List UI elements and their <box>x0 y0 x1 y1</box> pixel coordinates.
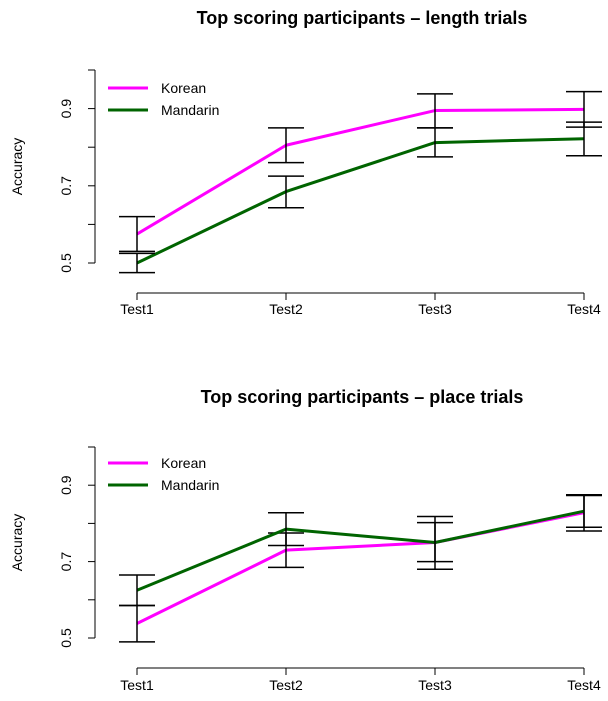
legend-label: Korean <box>161 455 206 471</box>
y-tick-label: 0.9 <box>58 99 74 119</box>
chart-title: Top scoring participants – place trials <box>201 387 524 407</box>
x-tick-label: Test1 <box>120 677 154 693</box>
x-tick-label: Test2 <box>269 301 303 317</box>
chart-panel-2: Top scoring participants – place trials 0… <box>9 387 602 693</box>
y-tick-label: 0.5 <box>58 253 74 273</box>
y-tick-label: 0.5 <box>58 628 74 648</box>
y-tick-label: 0.9 <box>58 475 74 495</box>
error-bar <box>566 494 602 528</box>
legend: Korean Mandarin <box>108 80 219 118</box>
legend-label: Mandarin <box>161 477 219 493</box>
series-line-korean <box>136 511 585 625</box>
legend-label: Mandarin <box>161 102 219 118</box>
x-tick-label: Test4 <box>567 301 601 317</box>
chart-title: Top scoring participants – length trials <box>197 8 528 28</box>
series-line-mandarin <box>136 509 585 592</box>
x-tick-label: Test3 <box>418 301 452 317</box>
error-bar <box>417 521 453 563</box>
error-bar <box>417 127 453 158</box>
y-tick-label: 0.7 <box>58 552 74 572</box>
error-bar <box>268 175 304 209</box>
y-axis-label: Accuracy <box>9 514 25 572</box>
legend-label: Korean <box>161 80 206 96</box>
x-tick-label: Test3 <box>418 677 452 693</box>
x-tick-label: Test4 <box>567 677 601 693</box>
error-bar <box>119 604 155 643</box>
error-bar <box>566 121 602 157</box>
x-tick-label: Test2 <box>269 677 303 693</box>
series-line-korean <box>136 107 585 236</box>
chart-panel-1: Top scoring participants – length trials… <box>9 8 602 317</box>
series-line-mandarin <box>136 137 585 265</box>
y-tick-label: 0.7 <box>58 176 74 196</box>
y-axis-label: Accuracy <box>9 138 25 196</box>
x-tick-label: Test1 <box>120 301 154 317</box>
legend: Korean Mandarin <box>108 455 219 493</box>
